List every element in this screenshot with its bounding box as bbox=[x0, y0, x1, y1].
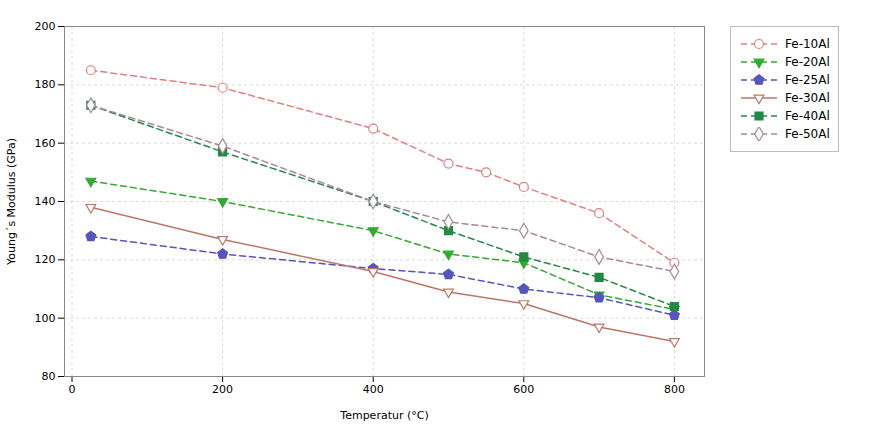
html-text:Fe-20Al: Fe-20Al bbox=[785, 55, 830, 69]
svg-text:200: 200 bbox=[212, 383, 233, 396]
svg-text:0: 0 bbox=[69, 383, 76, 396]
svg-text:160: 160 bbox=[35, 137, 56, 150]
svg-text:Young´s Modulus (GPa): Young´s Modulus (GPa) bbox=[5, 138, 18, 266]
html-text:Fe-40Al: Fe-40Al bbox=[785, 109, 830, 123]
svg-text:200: 200 bbox=[35, 20, 56, 33]
svg-text:180: 180 bbox=[35, 78, 56, 91]
html-text:Fe-25Al: Fe-25Al bbox=[785, 73, 830, 87]
svg-text:800: 800 bbox=[664, 383, 685, 396]
svg-text:120: 120 bbox=[35, 253, 56, 266]
html-text:Fe-30Al: Fe-30Al bbox=[785, 91, 830, 105]
svg-text:400: 400 bbox=[363, 383, 384, 396]
html-text:Fe-10Al: Fe-10Al bbox=[785, 37, 830, 51]
svg-text:Temperatur (°C): Temperatur (°C) bbox=[339, 409, 428, 422]
svg-text:80: 80 bbox=[42, 370, 56, 383]
svg-text:140: 140 bbox=[35, 195, 56, 208]
svg-text:600: 600 bbox=[513, 383, 534, 396]
svg-text:100: 100 bbox=[35, 312, 56, 325]
html-text:Fe-50Al: Fe-50Al bbox=[785, 127, 830, 141]
